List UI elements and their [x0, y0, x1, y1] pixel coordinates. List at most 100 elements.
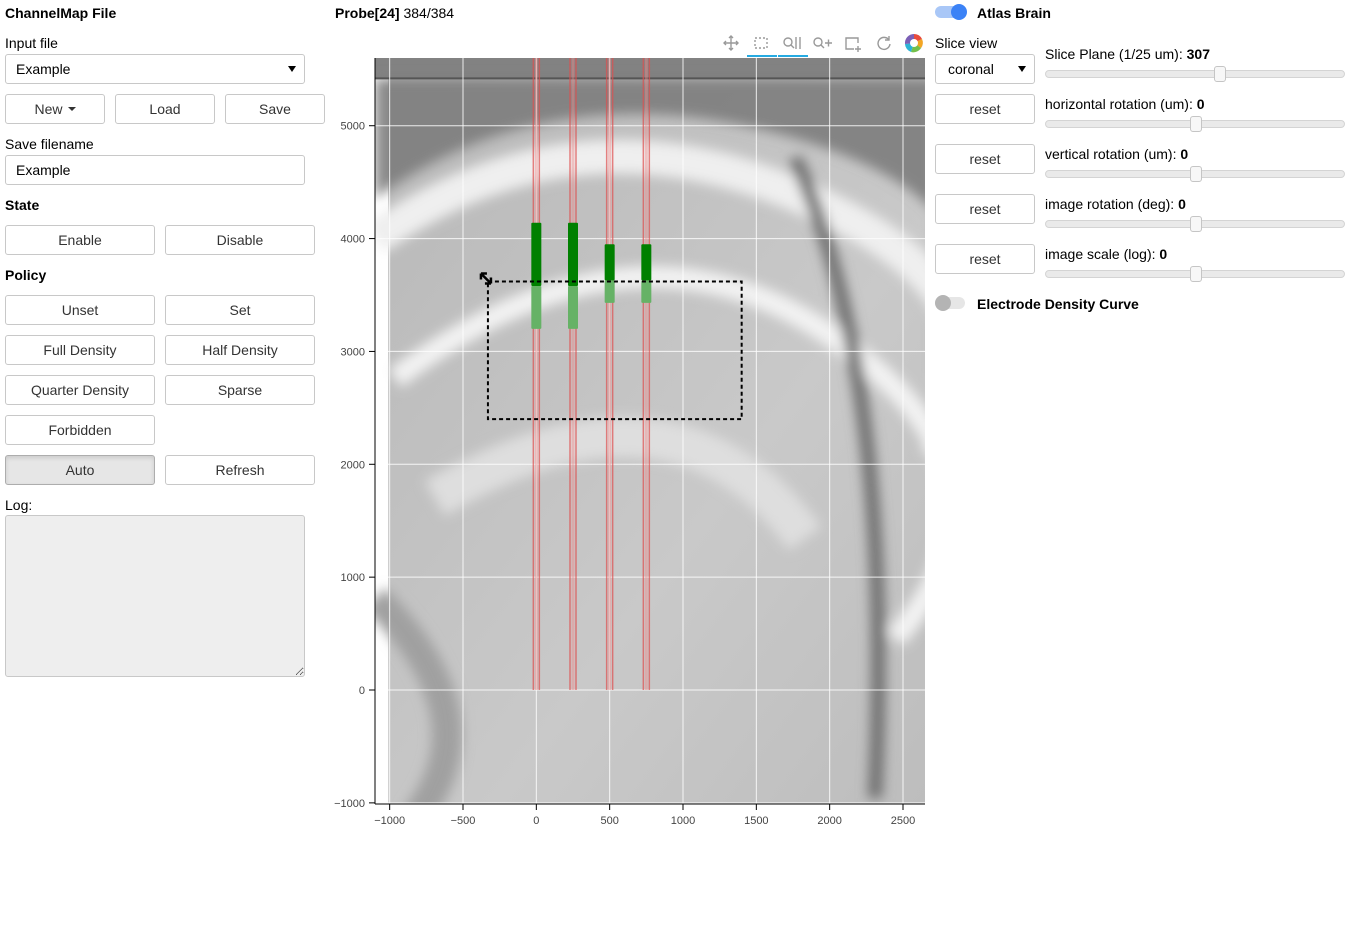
slider-title: horizontal rotation (um):	[1045, 96, 1193, 112]
probe-title: Probe[24] 384/384	[335, 5, 454, 21]
x-tick-label: 1500	[744, 815, 768, 827]
x-tick-label: 0	[533, 815, 539, 827]
cortex-shadow	[375, 78, 925, 204]
vertical-rotation-label: vertical rotation (um): 0	[1045, 146, 1188, 162]
probe-shanks	[531, 58, 652, 691]
vertical-rotation-slider[interactable]	[1045, 166, 1345, 182]
reset-horizontal-rotation-button[interactable]: reset	[935, 94, 1035, 124]
pan-icon[interactable]	[719, 31, 743, 55]
box-select-icon[interactable]	[749, 31, 773, 55]
save-button[interactable]: Save	[225, 94, 325, 124]
slider-value: 0	[1196, 96, 1205, 112]
slice-plane-label: Slice Plane (1/25 um): 307	[1045, 46, 1210, 62]
policy-title: Policy	[5, 267, 47, 283]
input-file-value: Example	[16, 61, 71, 77]
input-file-label: Input file	[5, 35, 58, 51]
probe-name: Probe[24]	[335, 5, 400, 21]
x-tick-label: −500	[451, 815, 476, 827]
slider-handle[interactable]	[1214, 66, 1226, 82]
channelmap-file-title: ChannelMap File	[5, 5, 117, 21]
lower-band	[375, 587, 462, 804]
horizontal-rotation-label: horizontal rotation (um): 0	[1045, 96, 1205, 112]
x-tick-label: 1000	[671, 815, 695, 827]
image-scale-slider[interactable]	[1045, 266, 1345, 282]
wheel-zoom-y-icon[interactable]	[810, 31, 834, 55]
half-density-button[interactable]: Half Density	[165, 335, 315, 365]
chevron-down-icon	[1018, 66, 1026, 72]
log-label: Log:	[5, 497, 33, 513]
box-zoom-icon[interactable]	[841, 31, 865, 55]
plot-axes: −1000 −500 0 500 1000 1500 2000 2500 −1000 0 1000 2…	[334, 58, 925, 827]
slider-handle[interactable]	[1190, 266, 1202, 282]
unset-button[interactable]: Unset	[5, 295, 155, 325]
y-tick-label: 1000	[341, 572, 365, 584]
shank-electrodes-partial	[604, 280, 615, 303]
save-filename-value: Example	[16, 162, 71, 178]
load-button[interactable]: Load	[115, 94, 215, 124]
slider-value: 307	[1186, 46, 1210, 62]
x-tick-label: −1000	[374, 815, 405, 827]
new-button-label: New	[34, 101, 63, 117]
disable-button[interactable]: Disable	[165, 225, 315, 255]
set-button[interactable]: Set	[165, 295, 315, 325]
x-tick-label: 2500	[891, 815, 915, 827]
box-select-active-indicator	[747, 55, 777, 57]
electrode-density-curve-toggle[interactable]	[935, 295, 965, 311]
slice-view-value: coronal	[948, 61, 994, 77]
probe-channel-count: 384/384	[403, 5, 455, 21]
shank-electrodes-partial	[531, 285, 542, 329]
caret-down-icon	[67, 107, 76, 111]
reset-image-scale-button[interactable]: reset	[935, 244, 1035, 274]
full-density-button[interactable]: Full Density	[5, 335, 155, 365]
slider-handle[interactable]	[1190, 166, 1202, 182]
shank-electrodes-partial	[568, 285, 578, 329]
atlas-brain-label: Atlas Brain	[977, 5, 1051, 21]
input-file-select[interactable]: Example	[5, 54, 305, 84]
slider-value: 0	[1178, 196, 1186, 212]
wheel-zoom-x-icon[interactable]	[780, 31, 804, 55]
atlas-brain-image	[375, 58, 925, 804]
refresh-button[interactable]: Refresh	[165, 455, 315, 485]
slider-title: image scale (log):	[1045, 246, 1156, 262]
horizontal-rotation-slider[interactable]	[1045, 116, 1345, 132]
slider-value: 0	[1159, 246, 1168, 262]
shank-electrodes-selected	[531, 222, 542, 286]
reset-image-rotation-button[interactable]: reset	[935, 194, 1035, 224]
reset-icon[interactable]	[872, 31, 896, 55]
chevron-down-icon	[288, 66, 296, 72]
y-tick-label: 4000	[341, 234, 365, 246]
atlas-brain-toggle[interactable]	[935, 4, 967, 20]
bokeh-logo-icon[interactable]	[902, 31, 926, 55]
probe-plot[interactable]: −1000 −500 0 500 1000 1500 2000 2500 −1000 0 1000 2…	[330, 55, 930, 835]
slider-handle[interactable]	[1190, 116, 1202, 132]
y-tick-label: 2000	[341, 459, 365, 471]
shank-electrodes-partial	[641, 280, 652, 303]
slice-view-select[interactable]: coronal	[935, 54, 1035, 84]
new-button[interactable]: New	[5, 94, 105, 124]
enable-button[interactable]: Enable	[5, 225, 155, 255]
x-tick-label: 500	[600, 815, 618, 827]
shank-electrodes-selected	[568, 222, 578, 286]
slider-title: image rotation (deg):	[1045, 196, 1175, 212]
forbidden-button[interactable]: Forbidden	[5, 415, 155, 445]
image-rotation-slider[interactable]	[1045, 216, 1345, 232]
resize-cursor-icon	[479, 272, 493, 285]
log-textarea[interactable]	[5, 515, 305, 677]
auto-button[interactable]: Auto	[5, 455, 155, 485]
slider-handle[interactable]	[1190, 216, 1202, 232]
slider-title: Slice Plane (1/25 um):	[1045, 46, 1183, 62]
slice-view-label: Slice view	[935, 35, 998, 51]
ventricle-band	[788, 155, 886, 799]
y-tick-label: 0	[359, 685, 365, 697]
shank-electrodes-selected	[641, 244, 652, 281]
sparse-button[interactable]: Sparse	[165, 375, 315, 405]
slice-plane-slider[interactable]	[1045, 66, 1345, 82]
y-tick-label: −1000	[334, 798, 365, 810]
state-title: State	[5, 197, 40, 213]
y-tick-label: 3000	[341, 346, 365, 358]
toggle-knob	[935, 295, 951, 311]
save-filename-input[interactable]: Example	[5, 155, 305, 185]
quarter-density-button[interactable]: Quarter Density	[5, 375, 155, 405]
reset-vertical-rotation-button[interactable]: reset	[935, 144, 1035, 174]
x-tick-label: 2000	[817, 815, 841, 827]
